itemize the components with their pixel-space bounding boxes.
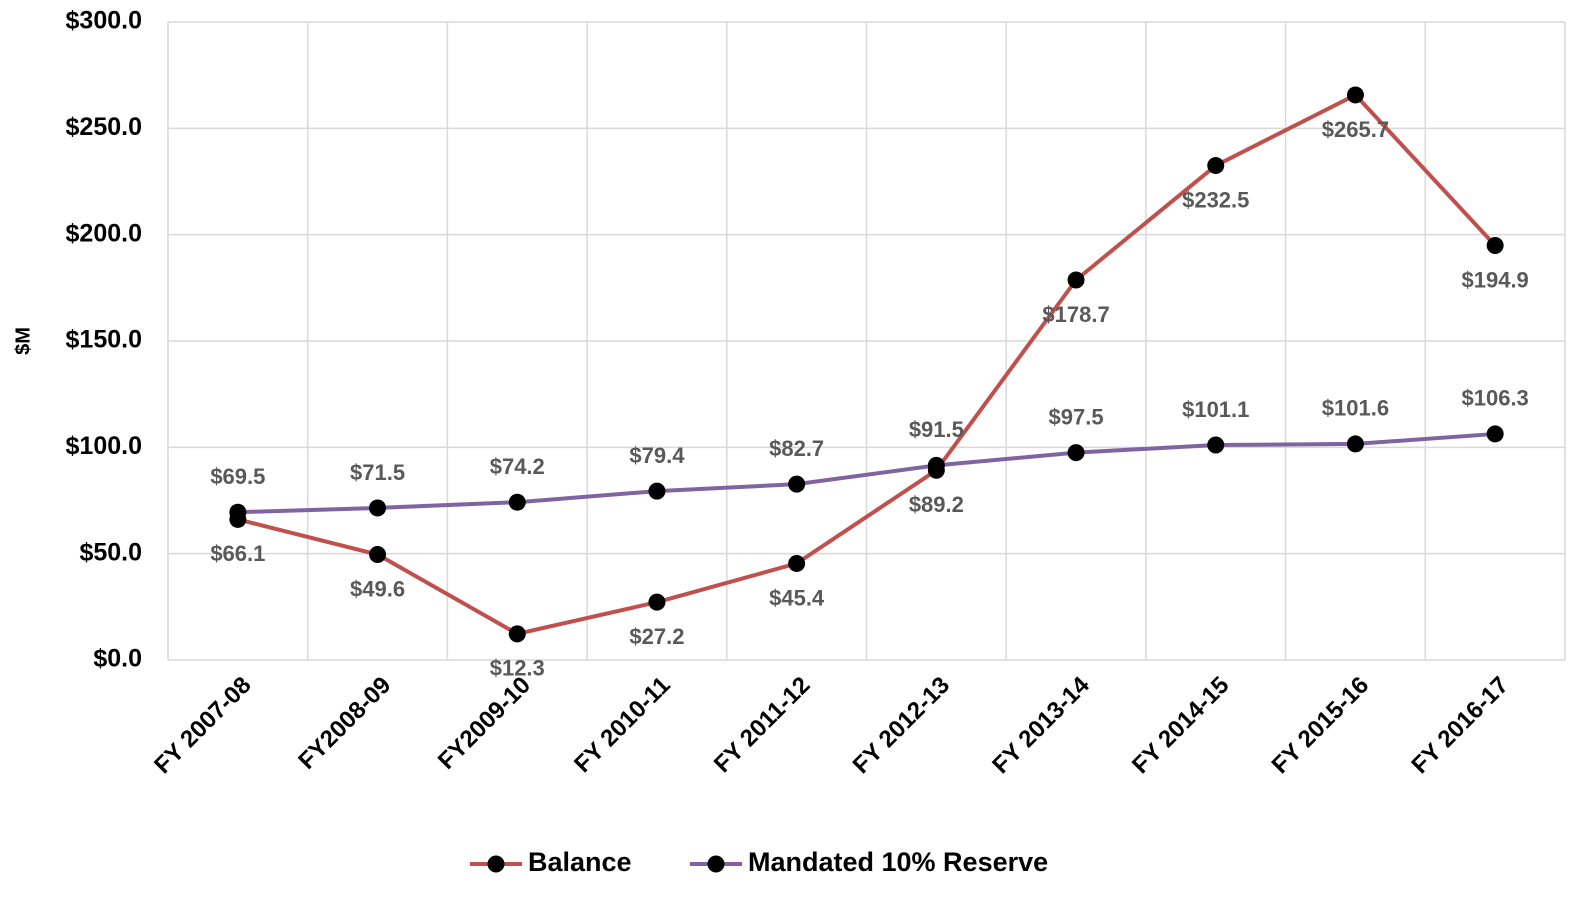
x-tick-label: FY2008-09 bbox=[293, 672, 396, 775]
marker bbox=[788, 475, 806, 493]
data-label: $194.9 bbox=[1462, 267, 1529, 292]
marker bbox=[508, 625, 526, 643]
marker bbox=[369, 499, 387, 517]
marker bbox=[508, 493, 526, 511]
x-tick-label: FY 2014-15 bbox=[1127, 672, 1234, 779]
data-label: $12.3 bbox=[490, 656, 545, 681]
data-label: $232.5 bbox=[1182, 187, 1249, 212]
series-line bbox=[237, 92, 1497, 636]
legend-label: Mandated 10% Reserve bbox=[748, 847, 1048, 877]
x-tick-label: FY 2012-13 bbox=[848, 672, 955, 779]
legend-label: Balance bbox=[528, 847, 632, 877]
data-label: $45.4 bbox=[769, 585, 825, 610]
data-label: $89.2 bbox=[909, 492, 964, 517]
data-label: $265.7 bbox=[1322, 117, 1389, 142]
y-tick-label: $200.0 bbox=[66, 219, 142, 247]
data-label: $101.1 bbox=[1182, 397, 1249, 422]
marker bbox=[1346, 435, 1364, 453]
y-tick-label: $50.0 bbox=[79, 538, 142, 566]
marker bbox=[1486, 425, 1504, 443]
data-label: $91.5 bbox=[909, 417, 964, 442]
y-tick-label: $100.0 bbox=[66, 432, 142, 460]
y-tick-label: $300.0 bbox=[66, 7, 142, 35]
marker bbox=[1346, 86, 1364, 104]
y-tick-label: $0.0 bbox=[93, 645, 142, 673]
marker bbox=[1486, 237, 1504, 255]
marker bbox=[229, 503, 247, 521]
x-tick-label: FY 2007-08 bbox=[149, 672, 256, 779]
data-label: $71.5 bbox=[350, 460, 405, 485]
series-line bbox=[237, 431, 1496, 515]
legend-marker bbox=[707, 855, 725, 873]
y-tick-label: $150.0 bbox=[66, 326, 142, 354]
data-label: $106.3 bbox=[1462, 386, 1529, 411]
data-label: $49.6 bbox=[350, 576, 405, 601]
x-tick-label: FY 2015-16 bbox=[1267, 672, 1374, 779]
data-label: $178.7 bbox=[1042, 302, 1109, 327]
data-label: $101.6 bbox=[1322, 396, 1389, 421]
marker bbox=[648, 593, 666, 611]
x-tick-label: FY 2011-12 bbox=[709, 672, 816, 779]
data-label: $97.5 bbox=[1049, 404, 1104, 429]
legend-marker bbox=[487, 855, 505, 873]
marker bbox=[1207, 157, 1225, 175]
data-label: $69.5 bbox=[210, 464, 265, 489]
data-label: $82.7 bbox=[769, 436, 824, 461]
data-label: $79.4 bbox=[629, 443, 685, 468]
y-axis-title: $M bbox=[12, 327, 34, 355]
marker bbox=[1067, 271, 1085, 289]
marker bbox=[1207, 436, 1225, 454]
data-label: $66.1 bbox=[210, 541, 265, 566]
marker bbox=[648, 482, 666, 500]
x-tick-label: FY 2013-14 bbox=[987, 671, 1095, 779]
x-tick-label: FY 2016-17 bbox=[1406, 672, 1513, 779]
marker bbox=[1067, 444, 1085, 462]
marker bbox=[369, 546, 387, 564]
x-tick-label: FY 2010-11 bbox=[569, 672, 676, 779]
y-tick-label: $250.0 bbox=[66, 113, 142, 141]
marker bbox=[927, 456, 945, 474]
data-label: $27.2 bbox=[629, 624, 684, 649]
marker bbox=[788, 554, 806, 572]
x-tick-label: FY2009-10 bbox=[433, 672, 536, 775]
data-label: $74.2 bbox=[490, 454, 545, 479]
